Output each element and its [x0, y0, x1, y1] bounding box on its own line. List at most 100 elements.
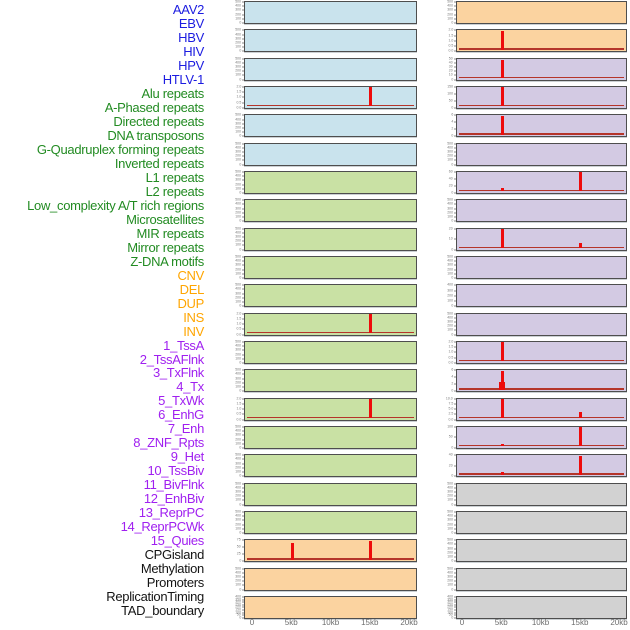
row-label-2-tssaflnk: 2_TssAFlnk	[139, 351, 205, 367]
y-tick-label: 0.5	[448, 44, 453, 48]
y-tick-mark	[241, 358, 244, 360]
y-tick-mark	[241, 511, 244, 513]
y-tick-label: 300	[235, 150, 241, 154]
y-tick-label: 300	[235, 206, 241, 211]
row-label-alu-repeats: Alu repeats	[141, 85, 205, 101]
y-tick-label: 300	[235, 490, 241, 494]
y-tick-mark	[453, 260, 456, 262]
y-tick-mark	[453, 576, 456, 578]
y-tick-label: 500	[447, 311, 453, 316]
signal-baseline	[459, 48, 624, 50]
y-tick-mark	[453, 277, 456, 279]
y-tick-mark	[241, 1, 244, 3]
row-label-hpv: HPV	[178, 57, 204, 73]
y-tick-label: 100	[235, 243, 241, 248]
y-tick-label: 300	[235, 518, 241, 523]
y-tick-mark	[241, 487, 244, 489]
y-tick-mark	[453, 171, 456, 173]
signal-spike	[579, 427, 583, 447]
y-tick-mark	[241, 539, 244, 541]
row-label-tad-boundary: TAD_boundary	[121, 603, 204, 619]
y-tick-label: 300	[235, 8, 241, 13]
y-tick-label: 250	[235, 603, 241, 607]
panel-6-enhg: 500 400 300 200 100 0	[447, 199, 627, 223]
y-tick-label: 200	[235, 239, 241, 243]
signal-spike	[499, 382, 506, 390]
y-tick-label: 0	[239, 77, 241, 82]
y-tick-label: 0	[451, 106, 453, 110]
y-tick-label: 400	[447, 542, 453, 547]
y-tick-mark	[453, 606, 456, 608]
y-tick-mark	[241, 532, 244, 534]
y-tick-label: 0	[239, 219, 241, 224]
y-tick-label: 20	[449, 69, 453, 73]
y-tick-mark	[241, 273, 244, 275]
row-label-hiv: HIV	[183, 43, 204, 59]
y-tick-mark	[453, 612, 456, 614]
y-tick-mark	[241, 447, 244, 449]
panel-low-complexity-a-t-rich-regions: 2.0 1.5 1.0 0.5 0.0	[236, 397, 417, 421]
row-label-replicationtiming: ReplicationTiming	[106, 589, 204, 605]
y-tick-label: 300	[235, 433, 241, 438]
panel-g-quadruplex-forming-repeats: 500 400 300 200 100 0	[235, 284, 417, 308]
y-tick-label: 0	[451, 616, 453, 620]
y-tick-label: 0	[239, 191, 241, 195]
row-label-ins: INS	[183, 309, 204, 325]
y-tick-label: 300	[447, 546, 453, 551]
y-tick-label: 0	[239, 474, 241, 479]
y-tick-label: 100	[447, 158, 453, 163]
y-tick-mark	[241, 135, 244, 137]
y-tick-label: 200	[447, 294, 453, 298]
panel-15-quies: 40 20 0	[449, 454, 627, 478]
row-label-mir-repeats: MIR repeats	[136, 225, 204, 241]
y-tick-label: 1.5	[236, 90, 241, 94]
y-tick-mark	[453, 584, 456, 586]
y-tick-mark	[241, 612, 244, 614]
y-tick-mark	[453, 5, 456, 7]
y-tick-label: 0.0	[448, 49, 453, 54]
y-tick-mark	[453, 499, 456, 501]
y-tick-label: 40	[449, 177, 453, 181]
y-tick-mark	[453, 334, 456, 336]
signal-baseline	[459, 104, 624, 107]
y-tick-mark	[241, 589, 244, 591]
y-tick-label: 0	[239, 502, 241, 507]
panel-aav2: 500 400 300 200 100 0	[235, 0, 417, 25]
y-tick-mark	[241, 179, 244, 181]
y-tick-mark	[241, 42, 244, 44]
y-tick-label: 400	[447, 283, 453, 288]
y-tick-mark	[453, 18, 456, 20]
y-tick-mark	[453, 212, 456, 214]
y-tick-mark	[453, 185, 456, 187]
y-tick-mark	[241, 260, 244, 262]
y-tick-label: 100	[447, 610, 453, 615]
row-label-cpgisland: CPGisland	[144, 547, 205, 563]
y-tick-mark	[241, 568, 244, 570]
y-tick-label: 1.5	[236, 317, 241, 321]
y-tick-label: 50	[237, 613, 241, 618]
panel-cpgisland: 500 400 300 200 100 0	[447, 482, 627, 506]
y-tick-label: 300	[235, 65, 241, 69]
y-tick-label: 200	[447, 12, 453, 17]
y-tick-mark	[241, 301, 244, 303]
y-tick-mark	[453, 351, 456, 353]
y-tick-label: 4	[451, 120, 453, 125]
y-tick-mark	[241, 9, 244, 11]
y-tick-label: 500	[235, 453, 241, 458]
y-tick-mark	[241, 328, 244, 330]
y-tick-mark	[453, 79, 456, 81]
y-tick-label: 400	[235, 61, 241, 65]
y-tick-mark	[453, 147, 456, 149]
y-tick-label: 0	[451, 162, 453, 167]
y-tick-label: 400	[235, 595, 241, 599]
y-tick-label: 200	[447, 267, 453, 272]
y-tick-label: 400	[447, 4, 453, 8]
y-tick-mark	[453, 249, 456, 251]
y-tick-label: 200	[235, 352, 241, 357]
y-tick-label: 400	[447, 316, 453, 320]
y-tick-mark	[241, 596, 244, 598]
y-tick-mark	[453, 273, 456, 275]
y-tick-mark	[241, 22, 244, 24]
signal-spike	[500, 370, 504, 390]
y-tick-mark	[453, 86, 456, 88]
